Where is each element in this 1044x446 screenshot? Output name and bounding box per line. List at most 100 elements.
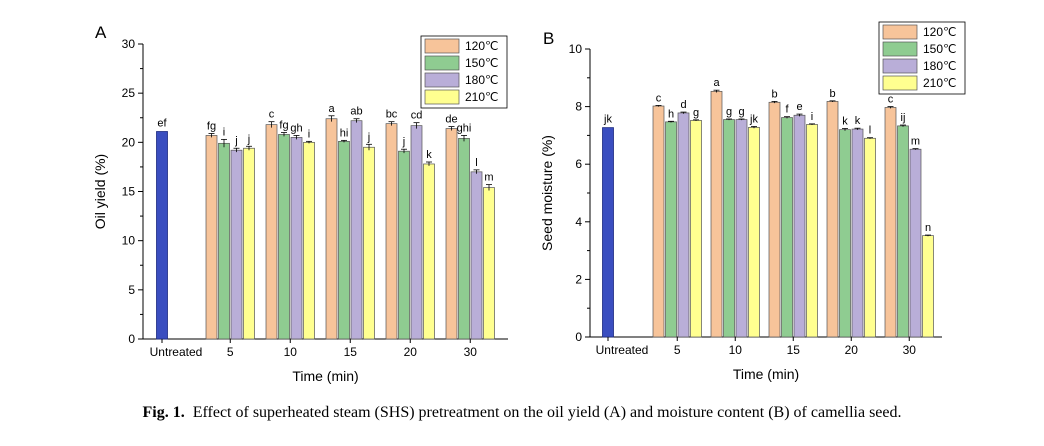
bar-4-30 xyxy=(922,235,934,338)
significance-letter: d xyxy=(680,99,686,111)
bar-3-30 xyxy=(470,171,483,340)
bar-4-5 xyxy=(690,120,702,338)
legend-label: 120℃ xyxy=(465,39,499,53)
bar-4-20 xyxy=(423,163,435,340)
legend-swatch xyxy=(424,72,460,88)
significance-letter: b xyxy=(771,88,777,100)
y-tick-label: 20 xyxy=(122,135,136,149)
significance-letter: c xyxy=(656,92,662,104)
bar-1-15 xyxy=(768,101,781,338)
x-tick-label: 30 xyxy=(903,343,917,357)
legend-swatch xyxy=(882,24,918,40)
bar-3-15 xyxy=(350,120,363,340)
bar-3-20 xyxy=(851,128,864,338)
legend: 120℃ 150℃ 180℃ 210℃ xyxy=(420,35,508,109)
y-tick-label: 5 xyxy=(128,283,135,297)
bar-1-20 xyxy=(826,101,839,338)
x-axis-title: Time (min) xyxy=(292,368,358,384)
legend-label: 210℃ xyxy=(465,90,499,104)
legend-label: 180℃ xyxy=(465,73,499,87)
bar-2-5 xyxy=(218,142,230,340)
y-tick-label: 8 xyxy=(575,100,582,114)
significance-letter: c xyxy=(269,109,275,121)
bar-3-10 xyxy=(290,137,303,340)
y-tick-label: 10 xyxy=(569,42,583,56)
caption-label: Fig. 1. xyxy=(142,404,185,421)
bar-3-5 xyxy=(230,149,243,340)
caption-text: Effect of superheated steam (SHS) pretre… xyxy=(192,404,902,421)
significance-letter: c xyxy=(888,94,894,106)
bar-2-10 xyxy=(278,134,290,340)
legend-label: 150℃ xyxy=(923,42,957,56)
y-tick-label: 0 xyxy=(575,330,582,344)
panel-a: 0 5 10 15 20 25 30 Oil yield (%) Time (min) Aef Un… xyxy=(92,23,508,384)
panel-label: A xyxy=(95,23,107,42)
bar-3-30 xyxy=(909,148,922,338)
y-tick-label: 6 xyxy=(575,157,582,171)
significance-letter: j xyxy=(234,135,237,147)
x-tick-label: Untreated xyxy=(596,343,649,357)
legend-swatch xyxy=(424,55,460,71)
y-tick-label: 10 xyxy=(122,234,136,248)
significance-letter: a xyxy=(713,77,720,89)
bar-untreated xyxy=(156,131,168,340)
significance-letter: f xyxy=(785,104,789,116)
bar-4-5 xyxy=(243,147,255,340)
x-tick-label: 15 xyxy=(344,345,358,359)
significance-letter: h xyxy=(668,108,674,120)
significance-letter: ij xyxy=(901,112,906,124)
legend-label: 120℃ xyxy=(923,25,957,39)
significance-letter: m xyxy=(484,172,493,184)
y-tick-label: 0 xyxy=(128,332,135,346)
legend-swatch xyxy=(882,58,918,74)
bar-4-30 xyxy=(483,187,495,340)
x-tick-label: 20 xyxy=(845,343,859,357)
bar-1-10 xyxy=(265,124,278,340)
significance-letter: m xyxy=(911,136,920,148)
x-tick-label: Untreated xyxy=(150,345,203,359)
bar-4-15 xyxy=(363,146,375,340)
significance-letter: ghi xyxy=(457,122,472,134)
significance-letter: bc xyxy=(386,109,398,121)
bar-2-20 xyxy=(839,129,851,338)
bar-2-15 xyxy=(338,141,350,340)
panel-label: B xyxy=(543,29,554,48)
significance-letter: cd xyxy=(411,110,423,122)
panel-b: 0 2 4 6 8 10 Seed moisture (%) Time (min) Bjk Unt… xyxy=(539,21,966,382)
significance-letter: g xyxy=(726,106,732,118)
bar-4-20 xyxy=(864,137,876,338)
bar-3-10 xyxy=(735,119,748,338)
significance-letter: g xyxy=(738,106,744,118)
significance-letter: fg xyxy=(207,120,216,132)
bar-1-5 xyxy=(205,135,218,340)
y-tick-label: 4 xyxy=(575,215,582,229)
bar-untreated xyxy=(602,127,614,338)
x-tick-label: 5 xyxy=(674,343,681,357)
significance-letter: hi xyxy=(340,127,349,139)
significance-letter: l xyxy=(869,125,871,137)
y-axis-title: Oil yield (%) xyxy=(92,154,108,229)
bar-2-30 xyxy=(458,138,470,340)
significance-letter: i xyxy=(223,126,225,138)
bar-3-15 xyxy=(793,114,806,338)
bar-3-5 xyxy=(677,112,690,338)
bar-4-10 xyxy=(748,126,760,338)
x-tick-label: 5 xyxy=(227,345,234,359)
bar-2-15 xyxy=(781,117,793,338)
legend-label: 210℃ xyxy=(923,76,957,90)
legend-label: 150℃ xyxy=(465,56,499,70)
bar-2-20 xyxy=(398,150,410,340)
significance-letter: ab xyxy=(350,106,362,118)
x-tick-label: 10 xyxy=(729,343,743,357)
bar-1-10 xyxy=(710,90,723,338)
x-tick-label: 30 xyxy=(464,345,478,359)
significance-letter: k xyxy=(855,115,861,127)
significance-letter: a xyxy=(328,103,335,115)
y-tick-label: 30 xyxy=(122,37,136,51)
significance-letter: gh xyxy=(290,122,302,134)
significance-letter: k xyxy=(842,115,848,127)
legend: 120℃ 150℃ 180℃ 210℃ xyxy=(878,21,966,95)
legend-swatch xyxy=(882,75,918,91)
significance-letter: ef xyxy=(157,118,167,130)
